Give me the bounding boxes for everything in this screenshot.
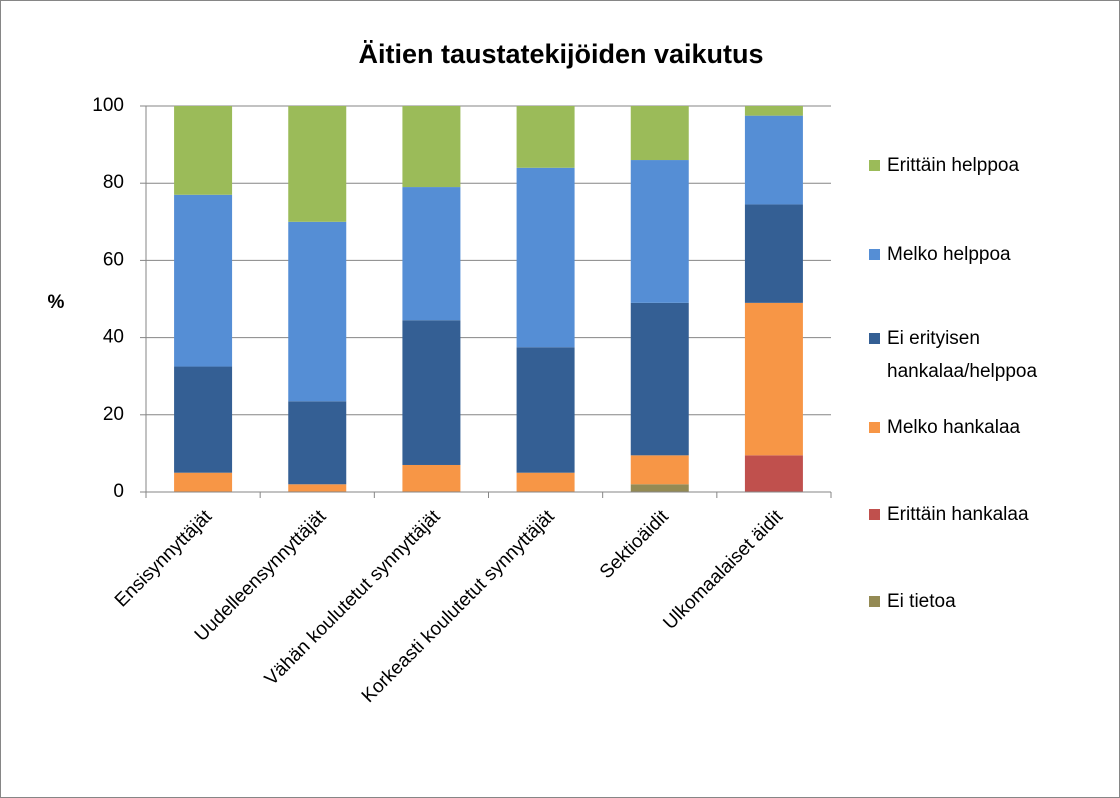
legend-label: Ei erityisen hankalaa/helppoa [887, 328, 1038, 382]
bar-segment [630, 455, 689, 485]
bar-segment [744, 455, 803, 492]
bar-segment [630, 484, 689, 492]
bar-segment [630, 302, 689, 456]
bar-segment [402, 320, 461, 465]
legend-swatch [869, 160, 880, 171]
bar-segment [516, 106, 575, 168]
bar-segment [630, 160, 689, 303]
bar-segment [744, 115, 803, 205]
bar-segment [744, 302, 803, 456]
legend-swatch [869, 249, 880, 260]
bar-segment [288, 401, 347, 485]
chart-title: Äitien taustatekijöiden vaikutus [358, 39, 763, 69]
y-tick-label: 20 [103, 404, 124, 425]
legend-item: Erittäin hankalaa [869, 498, 1109, 531]
bar-segment [174, 472, 233, 492]
legend-item: Ei erityisen hankalaa/helppoa [869, 322, 1109, 388]
legend-swatch [869, 509, 880, 520]
bar-segment [402, 106, 461, 188]
bar-segment [516, 347, 575, 473]
legend-item: Melko hankalaa [869, 411, 1109, 444]
legend-swatch [869, 596, 880, 607]
bar-segment [174, 366, 233, 473]
legend-label: Ei tietoa [887, 591, 956, 612]
legend-swatch [869, 422, 880, 433]
legend-item: Melko helppoa [869, 238, 1109, 271]
bar-segment [402, 187, 461, 321]
legend-label: Erittäin helppoa [887, 155, 1020, 176]
y-tick-label: 80 [103, 172, 124, 193]
legend-item: Erittäin helppoa [869, 149, 1109, 182]
y-axis-label: % [48, 292, 65, 313]
legend-item: Ei tietoa [869, 585, 1109, 618]
legend-label: Melko hankalaa [887, 417, 1021, 438]
y-tick-label: 0 [113, 481, 124, 502]
bar-segment [288, 484, 347, 492]
bar-segment [630, 106, 689, 161]
legend-label: Erittäin hankalaa [887, 504, 1029, 525]
bar-segment [288, 106, 347, 222]
x-tick-label: Ensisynnyttäjät [111, 506, 217, 612]
bar-segment [516, 167, 575, 348]
bar-segment [288, 221, 347, 402]
bar-segment [744, 204, 803, 303]
bar-segment [516, 472, 575, 492]
x-tick-label: Ulkomaalaiset äidit [659, 506, 787, 634]
y-tick-label: 60 [103, 249, 124, 270]
legend-label: Melko helppoa [887, 244, 1011, 265]
bar-segment [174, 106, 233, 195]
y-tick-label: 40 [103, 327, 124, 348]
bar-segment [744, 106, 803, 116]
x-tick-label: Sektioäidit [596, 506, 673, 583]
y-tick-label: 100 [92, 95, 124, 116]
x-tick-label: Korkeasti koulutetut synnyttäjät [358, 506, 559, 707]
bar-segment [402, 464, 461, 492]
legend-swatch [869, 333, 880, 344]
bar-segment [174, 194, 233, 367]
